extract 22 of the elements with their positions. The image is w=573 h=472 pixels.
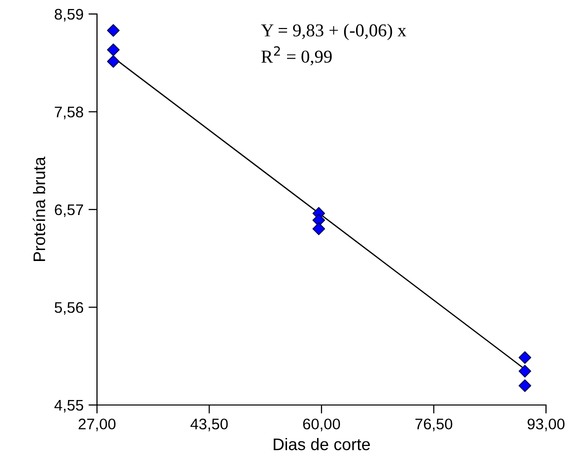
y-tick-label: 4,55 bbox=[54, 400, 84, 412]
point bbox=[518, 364, 532, 378]
point bbox=[518, 351, 532, 364]
y-tick-label: 7,58 bbox=[54, 106, 84, 120]
x-axis-title: Dias de corte bbox=[274, 438, 370, 450]
point bbox=[107, 43, 120, 56]
y-tick-label: 5,56 bbox=[54, 302, 84, 315]
point bbox=[312, 222, 326, 236]
x-tick-label: 60,00 bbox=[303, 418, 340, 432]
x-tick-label: 93,00 bbox=[528, 418, 565, 432]
y-tick-label: 6,57 bbox=[54, 204, 84, 217]
y-tick-label: 8,59 bbox=[54, 8, 84, 22]
point bbox=[312, 214, 326, 226]
point bbox=[107, 55, 120, 68]
annotation: Y = 9,83 + (-0,06) x bbox=[261, 24, 406, 40]
point bbox=[107, 24, 120, 37]
point bbox=[518, 379, 532, 392]
x-tick-label: 43,50 bbox=[190, 418, 228, 432]
x-tick-label: 27,00 bbox=[78, 418, 116, 432]
annotation: R$^{2}$ = 0,99 bbox=[261, 46, 332, 66]
x-tick-label: 76,50 bbox=[415, 418, 452, 432]
y-axis-title: Proteína bruta bbox=[32, 156, 46, 261]
